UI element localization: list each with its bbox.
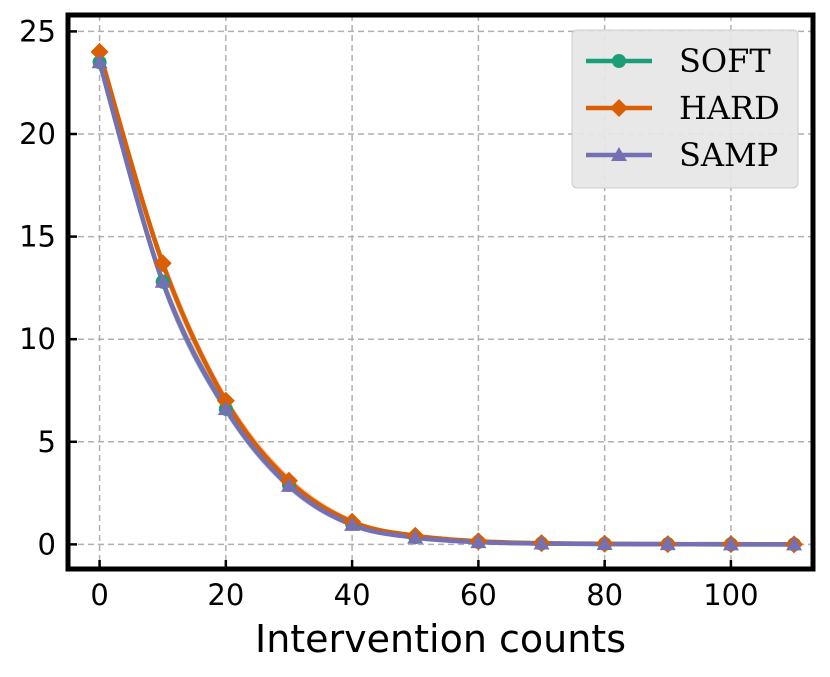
y-tick-label: 25 — [19, 14, 56, 48]
hard-marker — [216, 391, 235, 410]
x-tick-label: 0 — [90, 578, 108, 612]
legend-soft-marker — [612, 54, 626, 68]
legend-samp-marker — [611, 147, 627, 161]
samp-marker — [659, 536, 676, 551]
samp-marker — [722, 536, 739, 551]
samp-marker — [786, 536, 803, 551]
x-tick-label: 60 — [460, 578, 497, 612]
y-tick-label: 0 — [38, 527, 56, 561]
y-tick-label: 5 — [38, 425, 56, 459]
plot-frame — [65, 12, 816, 572]
legend-box — [571, 29, 799, 189]
samp-marker — [470, 534, 487, 549]
y-tick-label: 15 — [19, 220, 56, 254]
legend-hard-label: HARD — [679, 89, 780, 127]
legend-hard-marker — [610, 99, 628, 117]
x-tick-label: 20 — [207, 578, 244, 612]
samp-marker — [280, 477, 297, 492]
legend: SOFT HARD SAMP — [571, 29, 799, 189]
x-tick-label: 80 — [586, 578, 623, 612]
samp-marker — [407, 529, 424, 544]
x-tick-label: 40 — [334, 578, 371, 612]
samp-marker — [154, 273, 171, 288]
hard-marker — [153, 254, 172, 273]
y-tick-label: 10 — [19, 322, 56, 356]
samp-marker — [91, 54, 108, 69]
samp-marker — [217, 400, 234, 415]
legend-samp-label: SAMP — [679, 136, 778, 174]
samp-marker — [533, 535, 550, 550]
x-tick-label: 100 — [703, 578, 758, 612]
axis-ticks: 0 20 40 60 80 100 0 5 10 15 20 25 — [19, 14, 759, 612]
legend-soft-label: SOFT — [679, 42, 771, 80]
y-tick-label: 20 — [19, 117, 56, 151]
samp-marker — [344, 516, 361, 531]
series-markers — [90, 42, 804, 554]
hard-marker — [90, 42, 109, 61]
samp-marker — [596, 535, 613, 550]
x-axis-title: Intervention counts — [255, 617, 626, 661]
